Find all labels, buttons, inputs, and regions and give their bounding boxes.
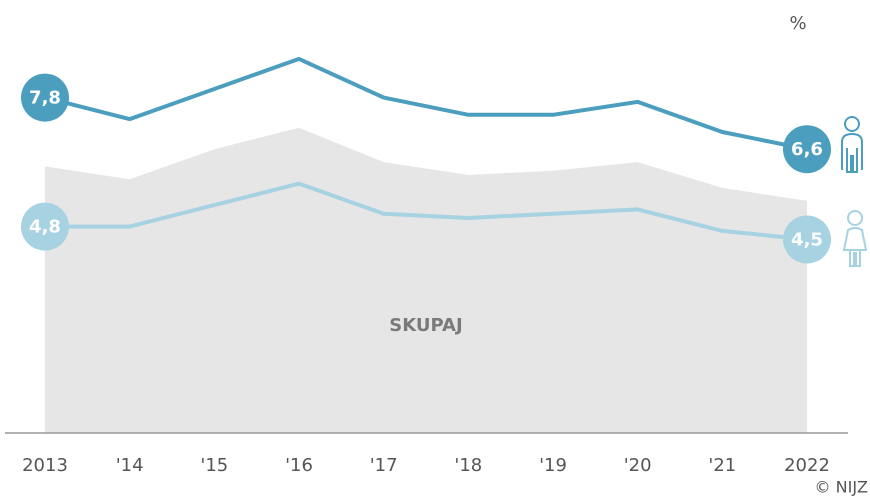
x-tick-label: '18 — [454, 455, 482, 476]
x-tick-label: '14 — [116, 455, 144, 476]
line — [45, 181, 808, 242]
value-marker — [21, 73, 69, 122]
area — [45, 127, 807, 433]
x-tick-label: '20 — [624, 455, 652, 476]
x-tick-label: '16 — [285, 455, 313, 476]
line — [44, 56, 808, 152]
series-label: SKUPAJ — [389, 315, 462, 336]
x-tick-label: '21 — [708, 455, 736, 476]
value-label: 4,5 — [791, 230, 823, 251]
value-marker — [783, 215, 831, 264]
x-tick-label: '19 — [539, 455, 567, 476]
value-label: 4,8 — [29, 217, 61, 238]
x-tick-label: 2013 — [22, 455, 68, 476]
plot — [5, 56, 848, 434]
value-label: 6,6 — [791, 139, 823, 160]
x-tick-label: 2022 — [784, 455, 830, 476]
value-marker — [783, 125, 831, 174]
source: © NIJZ — [815, 478, 868, 497]
labels: 2013 '14 '15 '16 '17 '18 '19 '20 '21 2022 SKUPAJ 7,… — [21, 73, 831, 476]
unit-label: % — [789, 13, 806, 34]
x-tick-label: '15 — [200, 455, 228, 476]
male-icon — [841, 116, 863, 173]
x-tick-label: '17 — [370, 455, 398, 476]
female-icon — [842, 210, 868, 267]
value-label: 7,8 — [29, 88, 61, 109]
value-marker — [21, 202, 69, 251]
